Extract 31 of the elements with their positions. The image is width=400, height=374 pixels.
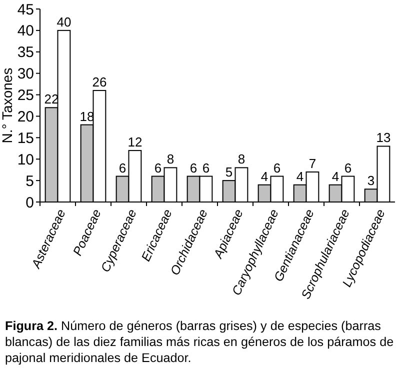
data-label: 13 bbox=[376, 130, 391, 146]
y-tick-label: 5 bbox=[26, 172, 34, 190]
data-label: 8 bbox=[238, 152, 246, 167]
data-label: 6 bbox=[344, 160, 352, 176]
data-label: 4 bbox=[332, 168, 340, 184]
data-label: 6 bbox=[190, 160, 198, 176]
y-tick-label: 10 bbox=[17, 151, 34, 168]
text: Figura 2. Número de géneros (barras grises) y de especies (barras blancas) de las diez familias más ricas en géneros de los páramos de pajonal meridionales de Ecuador. bbox=[5, 319, 394, 365]
data-label: 22 bbox=[44, 92, 59, 107]
y-tick-label: 35 bbox=[17, 44, 34, 62]
data-label: 7 bbox=[308, 156, 316, 171]
data-label: 26 bbox=[92, 74, 107, 90]
data-label: 12 bbox=[128, 134, 142, 150]
y-tick-label: 15 bbox=[17, 130, 34, 147]
y-axis-title: N.° Taxones bbox=[0, 68, 15, 144]
data-label: 8 bbox=[166, 152, 174, 167]
y-tick-label: 20 bbox=[17, 108, 34, 126]
data-label: 3 bbox=[367, 173, 375, 188]
data-label: 6 bbox=[273, 160, 281, 176]
y-tick-label: 40 bbox=[17, 22, 34, 40]
data-label: 4 bbox=[296, 168, 304, 184]
y-tick-label: 30 bbox=[17, 66, 34, 83]
data-label: 4 bbox=[260, 168, 268, 184]
y-tick-label: 0 bbox=[26, 194, 34, 212]
data-label: 6 bbox=[154, 160, 162, 176]
data-label: 5 bbox=[225, 164, 233, 180]
data-label: 6 bbox=[118, 160, 126, 176]
data-label: 40 bbox=[56, 14, 72, 30]
data-label: 6 bbox=[202, 160, 210, 176]
y-tick-label: 25 bbox=[17, 87, 34, 104]
y-tick-label: 45 bbox=[17, 1, 34, 18]
